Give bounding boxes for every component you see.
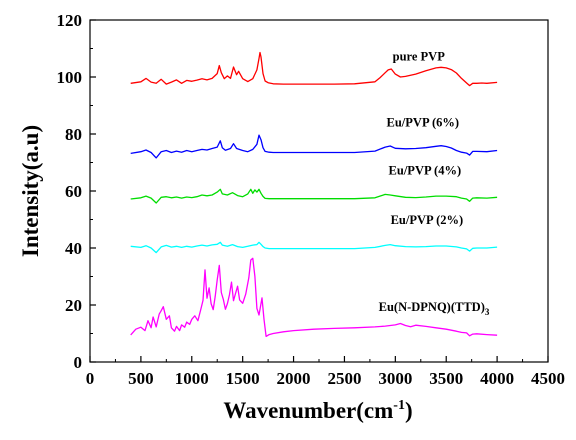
series-label-4: Eu(N-DPNQ)(TTD)3 xyxy=(379,300,490,317)
series-label-0: pure PVP xyxy=(393,49,446,63)
x-tick-label: 1000 xyxy=(175,369,209,388)
x-tick-label: 4500 xyxy=(531,369,565,388)
series-group xyxy=(130,51,498,338)
series-line-0 xyxy=(130,51,498,87)
series-label-3: Eu/PVP (2%) xyxy=(391,213,464,227)
x-tick-label: 3500 xyxy=(429,369,463,388)
x-axis-title-main: Wavenumber(cm xyxy=(223,398,393,423)
y-tick-label: 80 xyxy=(65,125,82,144)
y-tick-label: 0 xyxy=(74,353,83,372)
x-tick-label: 3000 xyxy=(378,369,412,388)
y-tick-label: 120 xyxy=(57,11,83,30)
x-tick-label: 1500 xyxy=(226,369,260,388)
series-line-3 xyxy=(130,241,498,254)
x-axis-title: Wavenumber(cm-1) xyxy=(223,398,412,423)
series-labels: pure PVP Eu/PVP (6%) Eu/PVP (4%) Eu/PVP (2%… xyxy=(379,49,490,317)
x-tick-label: 500 xyxy=(128,369,154,388)
y-tick-label: 60 xyxy=(65,182,82,201)
y-tick-label: 20 xyxy=(65,296,82,315)
x-tick-label: 0 xyxy=(86,369,95,388)
y-tick-label: 40 xyxy=(65,239,82,258)
axis-ticks: 0 500 1000 1500 2000 2500 3000 3500 4000 4500 0 20 4… xyxy=(57,11,566,388)
series-line-1 xyxy=(130,134,498,159)
x-tick-label: 2500 xyxy=(327,369,361,388)
series-line-4 xyxy=(130,257,498,338)
x-tick-label: 2000 xyxy=(277,369,311,388)
series-line-2 xyxy=(130,188,498,204)
x-tick-label: 4000 xyxy=(480,369,514,388)
y-tick-label: 100 xyxy=(57,68,83,87)
series-label-2: Eu/PVP (4%) xyxy=(389,163,462,177)
x-axis-title-close: ) xyxy=(405,398,413,423)
series-label-1: Eu/PVP (6%) xyxy=(387,116,460,130)
x-axis-title-sup: -1 xyxy=(393,398,405,413)
series-label-subscript: 3 xyxy=(485,307,490,317)
y-axis-title: Intensity(a.u) xyxy=(18,125,43,257)
